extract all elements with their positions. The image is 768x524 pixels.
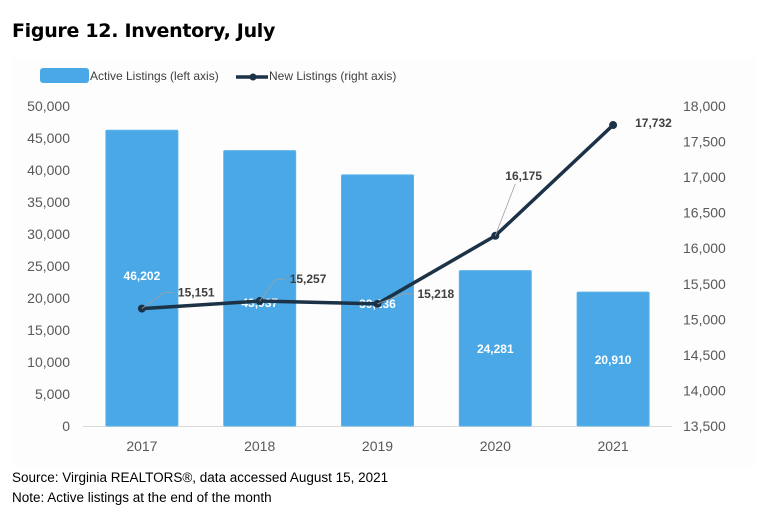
note: Note: Active listings at the end of the … <box>12 490 272 505</box>
left-axis-tick: 0 <box>62 418 70 434</box>
legend-label-new-listings: New Listings (right axis) <box>269 69 396 83</box>
left-axis-tick: 40,000 <box>27 162 70 178</box>
line-data-label: 16,175 <box>505 169 542 183</box>
right-axis-tick: 18,000 <box>683 98 726 114</box>
left-axis-tick: 45,000 <box>27 130 70 146</box>
left-axis-tick: 50,000 <box>27 98 70 114</box>
bar-data-label: 24,281 <box>477 342 514 356</box>
right-axis-tick: 17,000 <box>683 169 726 185</box>
left-axis-tick: 25,000 <box>27 258 70 274</box>
label-leader-line <box>377 293 414 305</box>
right-axis-tick: 15,000 <box>683 311 726 327</box>
bar-active-listings <box>223 150 297 427</box>
right-axis-tick: 14,000 <box>683 382 726 398</box>
bar-active-listings <box>105 129 179 427</box>
line-data-label: 15,218 <box>418 287 455 301</box>
left-axis-tick: 35,000 <box>27 194 70 210</box>
label-leader-line <box>141 292 174 309</box>
figure-title: Figure 12. Inventory, July <box>12 20 276 42</box>
legend-label-active-listings: Active Listings (left axis) <box>90 69 219 83</box>
line-data-label: 15,151 <box>178 286 215 300</box>
legend-swatch-active-listings <box>40 68 89 83</box>
label-leader-line <box>259 278 286 302</box>
right-axis-tick: 16,000 <box>683 240 726 256</box>
left-axis-tick: 30,000 <box>27 226 70 242</box>
bar-active-listings <box>576 291 650 427</box>
right-axis-tick: 14,500 <box>683 347 726 363</box>
bar-active-listings <box>458 270 532 427</box>
line-data-label: 15,257 <box>290 272 327 286</box>
x-axis-tick: 2017 <box>126 438 157 454</box>
legend-marker-new-listings <box>249 73 257 81</box>
left-axis-tick: 5,000 <box>35 386 70 402</box>
x-axis-tick: 2020 <box>480 438 511 454</box>
right-axis-tick: 15,500 <box>683 276 726 292</box>
source-note: Source: Virginia REALTORS®, data accesse… <box>12 470 389 485</box>
left-axis-tick: 10,000 <box>27 354 70 370</box>
line-point <box>609 121 618 130</box>
bar-data-label: 20,910 <box>595 353 632 367</box>
bar-data-label: 46,202 <box>124 269 161 283</box>
x-axis-tick: 2018 <box>244 438 275 454</box>
left-axis-tick: 20,000 <box>27 290 70 306</box>
x-axis-tick: 2021 <box>598 438 629 454</box>
right-axis-tick: 13,500 <box>683 418 726 434</box>
x-axis-tick: 2019 <box>362 438 393 454</box>
label-leader-line <box>494 183 516 236</box>
line-data-label: 17,732 <box>635 116 672 130</box>
left-axis-tick: 15,000 <box>27 322 70 338</box>
right-axis-tick: 16,500 <box>683 205 726 221</box>
right-axis-tick: 17,500 <box>683 134 726 150</box>
